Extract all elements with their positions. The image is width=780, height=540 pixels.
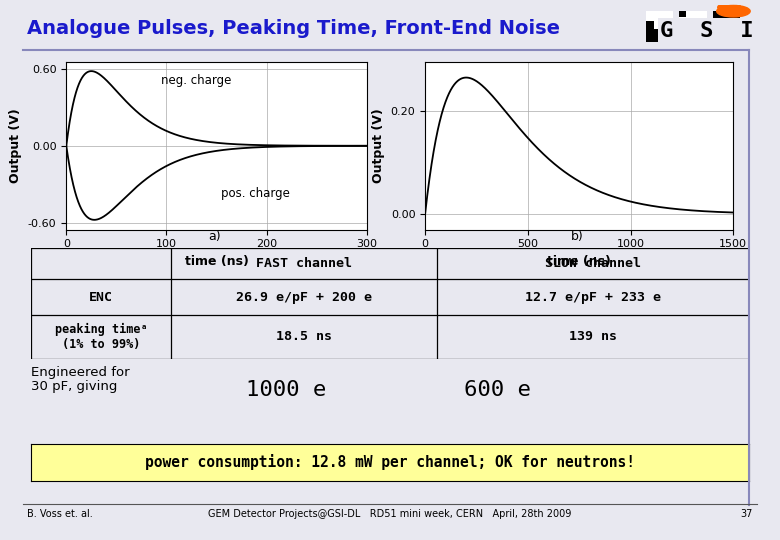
Text: 600 e: 600 e <box>464 380 531 400</box>
Text: 18.5 ns: 18.5 ns <box>276 330 332 343</box>
Bar <box>686 11 707 21</box>
Text: 30 pF, giving: 30 pF, giving <box>31 380 118 393</box>
Text: ENC: ENC <box>89 291 113 303</box>
Text: 26.9 e/pF + 200 e: 26.9 e/pF + 200 e <box>236 291 372 303</box>
Text: neg. charge: neg. charge <box>161 74 232 87</box>
Y-axis label: Output (V): Output (V) <box>372 109 385 183</box>
Text: Engineered for: Engineered for <box>31 366 129 379</box>
Circle shape <box>718 3 741 12</box>
Text: 12.7 e/pF + 233 e: 12.7 e/pF + 233 e <box>525 291 661 303</box>
Text: Analogue Pulses, Peaking Time, Front-End Noise: Analogue Pulses, Peaking Time, Front-End… <box>27 19 560 38</box>
Text: SLOW channel: SLOW channel <box>544 258 640 271</box>
Text: 37: 37 <box>740 509 753 519</box>
Text: G  S  I: G S I <box>660 21 753 40</box>
X-axis label: time (ns): time (ns) <box>548 255 611 268</box>
Text: peaking timeᵃ
(1% to 99%): peaking timeᵃ (1% to 99%) <box>55 323 147 351</box>
Text: FAST channel: FAST channel <box>256 258 352 271</box>
Text: 139 ns: 139 ns <box>569 330 617 343</box>
Text: B. Voss et. al.: B. Voss et. al. <box>27 509 93 519</box>
Bar <box>646 11 673 21</box>
Bar <box>713 11 740 42</box>
Text: b): b) <box>571 230 583 244</box>
Text: GEM Detector Projects@GSI-DL   RD51 mini week, CERN   April, 28th 2009: GEM Detector Projects@GSI-DL RD51 mini w… <box>208 509 572 519</box>
X-axis label: time (ns): time (ns) <box>185 255 248 268</box>
Text: pos. charge: pos. charge <box>222 187 290 200</box>
Text: a): a) <box>208 230 221 244</box>
Bar <box>679 11 707 42</box>
Bar <box>679 17 700 25</box>
Bar <box>654 20 673 29</box>
Text: 1000 e: 1000 e <box>246 380 326 400</box>
Bar <box>646 11 673 42</box>
Text: power consumption: 12.8 mW per channel; OK for neutrons!: power consumption: 12.8 mW per channel; … <box>145 454 635 470</box>
Y-axis label: Output (V): Output (V) <box>9 109 23 183</box>
Circle shape <box>717 5 750 17</box>
Bar <box>679 32 700 42</box>
